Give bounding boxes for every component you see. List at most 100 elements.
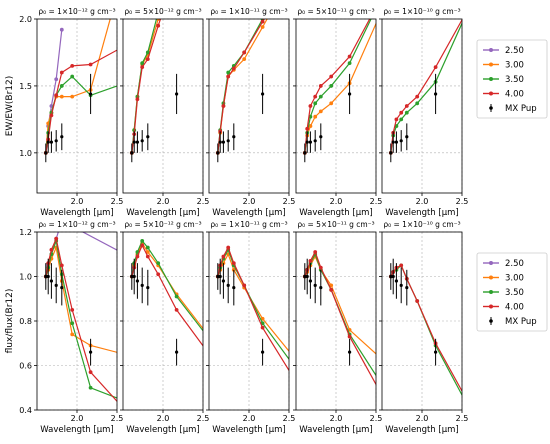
data-point-2.50 <box>49 104 54 108</box>
data-point-3.50 <box>59 84 64 88</box>
data-point-4.00 <box>313 94 318 99</box>
x-tick-label: 2.5 <box>197 197 210 206</box>
x-axis-label: Wavelength [μm] <box>212 425 285 435</box>
series-line-3.50 <box>390 264 462 397</box>
legend-marker <box>489 275 493 280</box>
axes-frame <box>36 18 118 194</box>
data-point-4.00 <box>242 283 247 288</box>
data-point-3.50 <box>156 261 161 266</box>
observation-point <box>319 286 323 290</box>
x-axis-label: Wavelength [μm] <box>385 208 458 218</box>
data-point-4.00 <box>394 117 399 122</box>
x-tick-label: 2.5 <box>283 414 296 423</box>
legend: 2.50 3.00 3.50 4.00 MX Pup <box>476 252 548 332</box>
x-tick-label: 2.5 <box>370 197 383 206</box>
x-tick-label: 2.5 <box>370 414 383 423</box>
observation-point <box>46 274 50 279</box>
legend-marker <box>489 290 493 294</box>
data-point-3.00 <box>59 94 64 99</box>
data-point-4.00 <box>174 307 179 312</box>
observation-point <box>389 151 393 155</box>
observation-point <box>218 274 222 279</box>
legend-marker <box>489 319 493 323</box>
data-point-4.00 <box>399 263 404 268</box>
legend-marker <box>489 261 493 265</box>
x-tick-label: 2.0 <box>330 414 343 423</box>
observation-point <box>319 135 323 139</box>
data-point-3.50 <box>347 61 352 66</box>
series-line-4.00 <box>217 246 289 372</box>
x-axis-label: Wavelength [μm] <box>212 208 285 218</box>
x-tick-label: 2.5 <box>111 414 124 423</box>
observation-point <box>391 140 395 144</box>
data-point-3.50 <box>318 94 323 99</box>
x-tick-label: 2.5 <box>197 414 210 423</box>
x-tick-label: 2.0 <box>416 197 429 206</box>
observation-point <box>146 286 150 290</box>
data-point-3.00 <box>70 94 75 99</box>
data-point-3.50 <box>140 61 145 66</box>
x-tick-label: 2.5 <box>283 197 296 206</box>
data-point-3.00 <box>318 109 323 114</box>
observation-point <box>348 92 352 96</box>
series-line-4.00 <box>131 19 162 153</box>
observation-point <box>175 350 179 354</box>
series-line-4.00 <box>304 250 376 386</box>
data-point-3.00 <box>260 316 265 321</box>
observation-point <box>232 286 236 290</box>
x-axis-label: Wavelength [μm] <box>385 425 458 435</box>
observation-point <box>140 139 144 143</box>
data-point-3.00 <box>382 359 386 363</box>
observation-point <box>405 286 409 290</box>
observation-point <box>49 279 54 283</box>
subplot: ρ₀ = 5×10⁻¹² g cm⁻³ 2.0 2.5 Wavelength [μm] <box>120 7 210 218</box>
series-line-3.50 <box>45 238 117 399</box>
observation-point <box>394 279 398 283</box>
plot-area <box>43 232 117 403</box>
subplot: ρ₀ = 1×10⁻¹² g cm⁻³ 2.0 2.5 Wavelength [μm]… <box>19 7 123 218</box>
x-axis-label: Wavelength [μm] <box>299 208 372 218</box>
panel-title: ρ₀ = 1×10⁻¹² g cm⁻³ <box>38 7 115 16</box>
data-point-4.00 <box>347 334 352 339</box>
observation-point <box>394 140 398 144</box>
data-point-3.50 <box>88 385 93 390</box>
observation-point <box>313 139 317 143</box>
subplot: ρ₀ = 1×10⁻¹¹ g cm⁻³ 2.0 2.5 Wavelength [μm] <box>206 7 296 218</box>
panel-title: ρ₀ = 5×10⁻¹¹ g cm⁻³ <box>297 7 374 16</box>
data-point-4.00 <box>49 247 54 252</box>
data-point-4.00 <box>468 4 472 8</box>
data-point-4.00 <box>305 126 310 131</box>
data-point-4.00 <box>140 243 145 248</box>
data-point-3.50 <box>404 110 409 115</box>
data-point-4.00 <box>88 62 93 67</box>
legend-frame <box>476 252 548 332</box>
data-point-4.00 <box>221 254 226 259</box>
observation-point <box>132 140 136 144</box>
data-point-4.00 <box>242 50 247 55</box>
legend-label: 3.50 <box>505 75 524 85</box>
series-line-3.00 <box>304 255 376 355</box>
data-point-4.00 <box>468 404 472 408</box>
x-axis-label: Wavelength [μm] <box>126 425 199 435</box>
plot-area <box>388 258 472 408</box>
observation-point <box>391 274 395 279</box>
series-line-4.00 <box>390 19 462 153</box>
data-point-4.00 <box>226 74 231 79</box>
y-tick-label: 1.2 <box>19 228 32 237</box>
x-axis-label: Wavelength [μm] <box>40 425 113 435</box>
x-tick-label: 2.0 <box>157 197 170 206</box>
y-tick-label: 0.4 <box>19 406 32 415</box>
data-point-4.00 <box>54 236 59 241</box>
plot-area <box>129 19 179 163</box>
y-tick-label: 1.5 <box>19 82 32 91</box>
data-point-4.00 <box>415 94 420 99</box>
legend-marker <box>489 48 493 52</box>
x-tick-label: 2.0 <box>243 414 256 423</box>
legend-label: MX Pup <box>505 104 537 114</box>
observation-point <box>221 140 225 144</box>
data-point-3.00 <box>329 101 334 106</box>
observation-point <box>130 151 134 155</box>
data-point-4.00 <box>156 23 161 28</box>
subplot: ρ₀ = 5×10⁻¹¹ g cm⁻³ 2.0 2.5 Wavelength [μm] <box>293 220 386 435</box>
data-point-3.00 <box>242 57 247 62</box>
